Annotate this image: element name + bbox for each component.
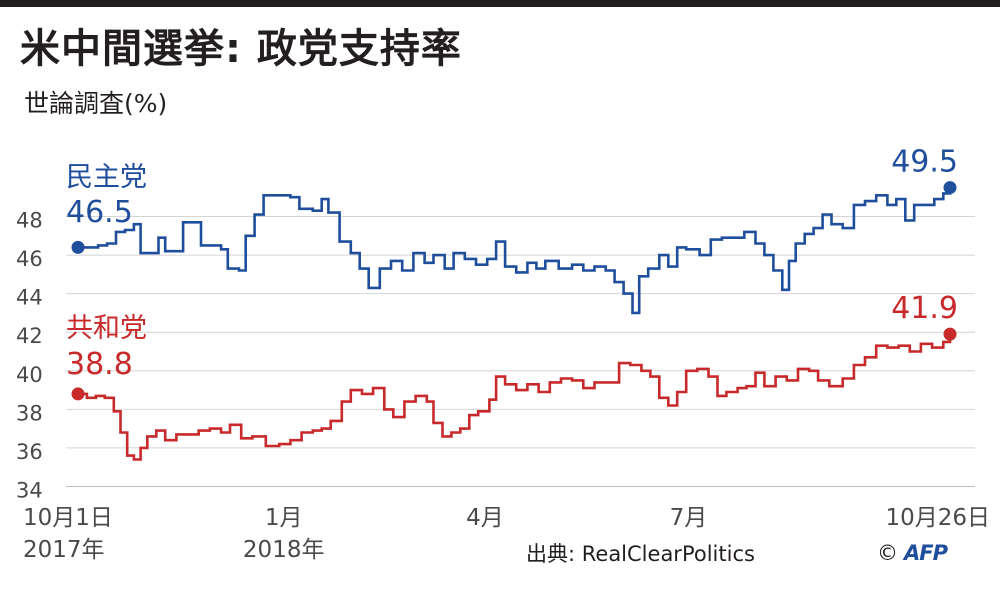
y-tick-label: 42 <box>16 324 43 348</box>
series-line-republican <box>78 334 952 461</box>
y-tick-label: 40 <box>16 363 43 387</box>
y-tick-label: 38 <box>16 401 43 425</box>
x-tick-label: 10月26日 <box>885 505 990 531</box>
y-tick-label: 44 <box>16 286 43 310</box>
x-tick-year-label: 2017年 <box>23 537 105 563</box>
start-point-marker <box>71 387 85 401</box>
top-bar <box>0 0 1000 7</box>
series-group <box>71 181 957 461</box>
x-tick-label: 7月 <box>670 505 708 531</box>
end-value-label: 41.9 <box>891 291 958 326</box>
x-tick-label: 4月 <box>466 505 504 531</box>
start-value-label: 46.5 <box>66 195 133 230</box>
y-tick-label: 46 <box>16 247 43 271</box>
x-tick-label: 1月 <box>265 505 303 531</box>
y-axis: 34 36 38 40 42 44 46 48 <box>16 209 43 503</box>
chart-subtitle: 世論調査(%) <box>24 89 168 118</box>
start-point-marker <box>71 240 85 254</box>
y-tick-label: 36 <box>16 440 43 464</box>
x-tick-year-label: 2018年 <box>243 537 325 563</box>
x-axis: 10月1日 2017年 1月 2018年 4月 7月 10月26日 <box>23 505 990 563</box>
afp-logo: © AFP <box>877 537 948 569</box>
series-name-label: 民主党 <box>66 162 147 193</box>
y-tick-label: 48 <box>16 209 43 233</box>
grid <box>66 216 975 487</box>
start-value-label: 38.8 <box>66 347 133 382</box>
series-name-label: 共和党 <box>66 313 147 344</box>
end-value-label: 49.5 <box>891 145 958 180</box>
afp-wordmark: AFP <box>904 541 948 565</box>
end-point-marker <box>943 181 957 195</box>
x-tick-label: 10月1日 <box>23 505 113 531</box>
chart-title: 米中間選挙: 政党支持率 <box>20 26 462 72</box>
source-note: 出典: RealClearPolitics <box>526 542 755 566</box>
series-line-democrat <box>78 187 952 315</box>
copyright-symbol: © <box>877 541 898 565</box>
y-tick-label: 34 <box>16 479 43 503</box>
end-point-marker <box>943 327 957 341</box>
